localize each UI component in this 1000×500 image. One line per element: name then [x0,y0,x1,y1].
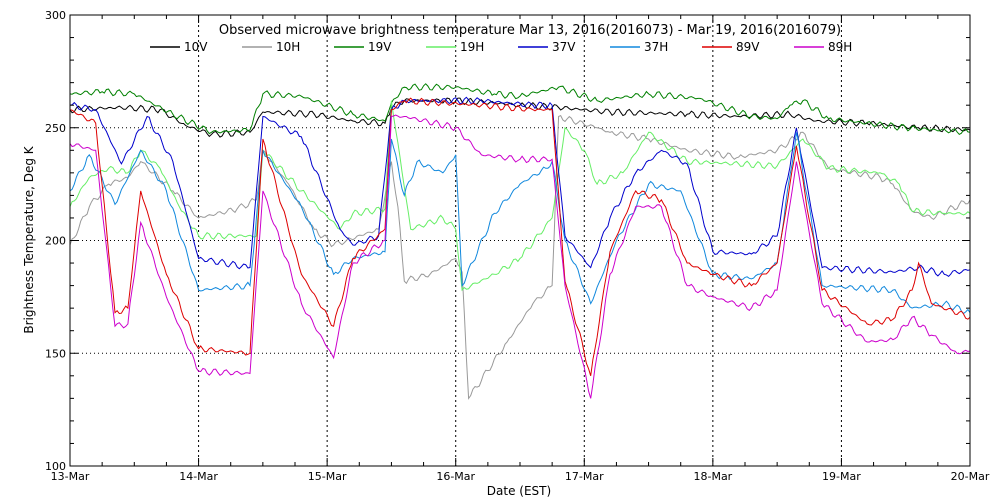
y-tick-label: 200 [45,235,66,248]
x-tick-label: 14-Mar [179,470,218,483]
y-tick-label: 300 [45,9,66,22]
axis-ticks: 13-Mar 14-Mar 15-Mar 16-Mar 17-Mar 18-Mar 19-M… [45,9,990,483]
x-tick-label: 13-Mar [51,470,90,483]
grid [70,15,970,466]
series-line-10h [69,114,971,400]
series-lines [69,83,971,400]
series-line-89h [69,114,971,399]
y-axis-label: Brightness Temperature, Deg K [22,145,36,333]
legend-label-37v: 37V [552,40,576,54]
x-tick-label: 17-Mar [565,470,604,483]
series-line-19h [69,100,971,292]
chart-title: Observed microwave brightness temperatur… [219,23,841,38]
series-line-37v [69,96,971,278]
series-line-10v [69,97,971,138]
x-tick-label: 20-Mar [951,470,990,483]
x-tick-label: 19-Mar [822,470,861,483]
series-line-89v [69,97,971,376]
y-tick-label: 150 [45,347,66,360]
y-tick-label: 100 [45,460,66,473]
legend-label-10h: 10H [276,40,300,54]
legend-label-10v: 10V [184,40,208,54]
x-tick-label: 16-Mar [436,470,475,483]
x-tick-label: 18-Mar [693,470,732,483]
y-tick-label: 250 [45,122,66,135]
series-line-19v [69,83,971,136]
legend-label-19h: 19H [460,40,484,54]
legend-label-89h: 89H [828,40,852,54]
legend-label-89v: 89V [736,40,760,54]
x-axis-label: Date (EST) [487,484,551,498]
series-line-37h [69,132,971,315]
legend-label-37h: 37H [644,40,668,54]
plot-area [70,15,970,466]
legend-label-19v: 19V [368,40,392,54]
legend: 10V 10H 19V 19H 37V 37H 89V 89H [150,40,852,54]
x-tick-label: 15-Mar [308,470,347,483]
